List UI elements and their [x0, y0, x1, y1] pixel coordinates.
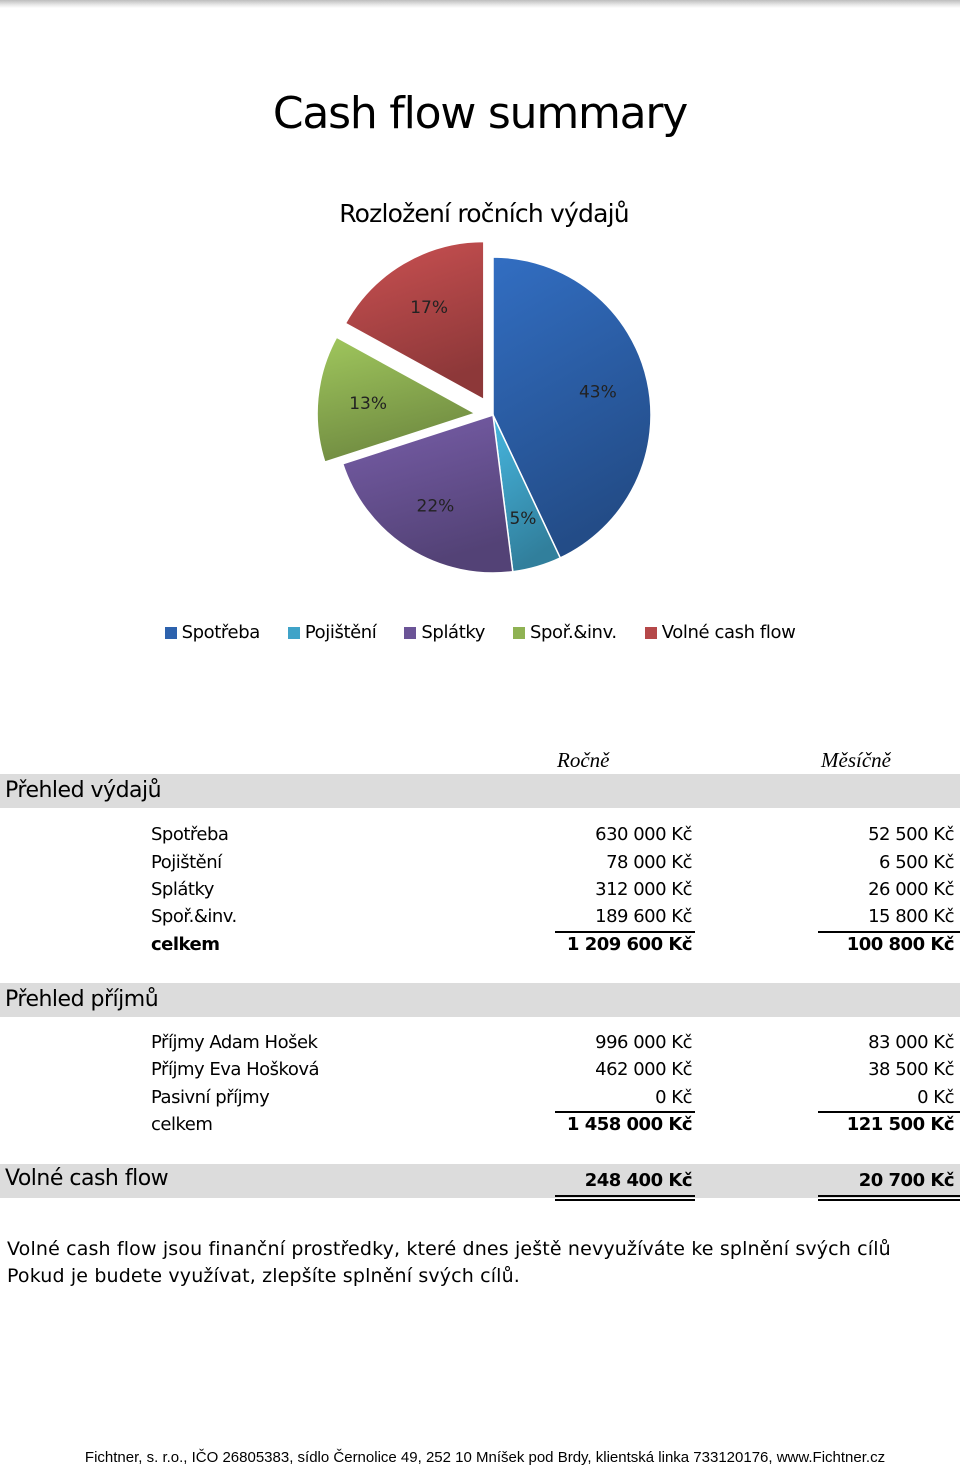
total-row: celkem 1 209 600 Kč 100 800 Kč: [0, 934, 960, 960]
income-heading: Přehled příjmů: [5, 987, 159, 1012]
note-line-2: Pokud je budete využívat, zlepšíte splně…: [7, 1265, 520, 1287]
legend-label: Pojištění: [304, 622, 377, 643]
row-annual: 78 000 Kč: [606, 852, 692, 873]
total-label: celkem: [151, 934, 220, 955]
expenses-heading: Přehled výdajů: [5, 778, 162, 803]
legend-item-sporeni: Spoř.&inv.: [512, 622, 617, 643]
total-monthly: 100 800 Kč: [846, 934, 955, 955]
pie-slice-sporeni: [316, 336, 477, 464]
subtotal-rule-monthly: [818, 1111, 960, 1113]
table-row: Příjmy Adam Hošek 996 000 Kč 83 000 Kč: [0, 1032, 960, 1058]
row-label: Spoř.&inv.: [151, 906, 237, 927]
page-title: Cash flow summary: [272, 88, 689, 139]
row-label: Pojištění: [151, 852, 222, 873]
subtotal-rule-annual: [555, 1111, 695, 1113]
pie-slice-splatky: [341, 414, 514, 574]
column-header-annual: Ročně: [557, 748, 610, 772]
total-annual: 1 209 600 Kč: [566, 934, 693, 955]
row-monthly: 52 500 Kč: [868, 824, 954, 845]
legend-label: Spoř.&inv.: [529, 622, 617, 643]
row-annual: 462 000 Kč: [595, 1059, 692, 1080]
row-monthly: 15 800 Kč: [868, 906, 954, 927]
footer: Fichtner, s. r.o., IČO 26805383, sídlo Č…: [84, 1449, 886, 1466]
row-annual: 189 600 Kč: [595, 906, 692, 927]
total-label: celkem: [151, 1114, 213, 1135]
chart-legend: Spotřeba Pojištění Splátky Spoř.&inv. Vo…: [0, 622, 960, 643]
pie-slice-volne-cash-flow: [344, 240, 485, 401]
pie-label-spotreba: 43%: [579, 383, 617, 403]
row-annual: 996 000 Kč: [595, 1032, 692, 1053]
row-annual: 312 000 Kč: [595, 879, 692, 900]
legend-swatch-volne-cash-flow: [644, 626, 657, 639]
top-border: [0, 0, 960, 8]
legend-swatch-pojisteni: [287, 626, 300, 639]
note-line-1: Volné cash flow jsou finanční prostředky…: [7, 1238, 891, 1260]
row-label: Pasivní příjmy: [151, 1087, 270, 1108]
free-cash-flow-band: [0, 1164, 960, 1198]
legend-label: Spotřeba: [181, 622, 261, 643]
expenses-band: [0, 774, 960, 808]
total-annual: 1 458 000 Kč: [566, 1114, 693, 1135]
row-monthly: 26 000 Kč: [868, 879, 954, 900]
row-label: Spotřeba: [151, 824, 229, 845]
double-rule-monthly: [818, 1195, 960, 1201]
row-label: Příjmy Eva Hošková: [151, 1059, 320, 1080]
free-cash-flow-row: 248 400 Kč 20 700 Kč: [0, 1170, 960, 1196]
table-row: Pasivní příjmy 0 Kč 0 Kč: [0, 1087, 960, 1113]
pie-label-pojisteni: 5%: [509, 509, 536, 529]
row-monthly: 0 Kč: [917, 1087, 954, 1108]
pie-label-sporeni: 13%: [349, 394, 387, 414]
pie-label-volne-cash-flow: 17%: [410, 298, 448, 318]
legend-label: Splátky: [421, 622, 485, 643]
legend-swatch-sporeni: [512, 626, 525, 639]
table-row: Spoř.&inv. 189 600 Kč 15 800 Kč: [0, 906, 960, 932]
legend-item-splatky: Splátky: [404, 622, 485, 643]
subtotal-rule-annual: [555, 931, 695, 933]
legend-swatch-splatky: [404, 626, 417, 639]
column-header-monthly: Měsíčně: [821, 748, 891, 772]
subtotal-rule-monthly: [818, 931, 960, 933]
expense-pie-chart: 43% 5% 22% 13% 17%: [316, 240, 652, 574]
free-cash-flow-heading: Volné cash flow: [5, 1166, 169, 1191]
row-monthly: 83 000 Kč: [868, 1032, 954, 1053]
row-label: Splátky: [151, 879, 214, 900]
chart-title: Rozložení ročních výdajů: [339, 199, 629, 228]
table-row: Příjmy Eva Hošková 462 000 Kč 38 500 Kč: [0, 1059, 960, 1085]
total-monthly: 121 500 Kč: [846, 1114, 955, 1135]
row-label: Příjmy Adam Hošek: [151, 1032, 318, 1053]
legend-item-spotreba: Spotřeba: [164, 622, 261, 643]
free-cash-flow-monthly: 20 700 Kč: [858, 1170, 955, 1191]
row-monthly: 6 500 Kč: [879, 852, 954, 873]
legend-label: Volné cash flow: [661, 622, 796, 643]
row-monthly: 38 500 Kč: [868, 1059, 954, 1080]
income-band: [0, 983, 960, 1017]
row-annual: 630 000 Kč: [595, 824, 692, 845]
legend-item-volne-cash-flow: Volné cash flow: [644, 622, 796, 643]
pie-label-splatky: 22%: [417, 497, 455, 517]
free-cash-flow-annual: 248 400 Kč: [584, 1170, 693, 1191]
row-annual: 0 Kč: [655, 1087, 692, 1108]
total-row: celkem 1 458 000 Kč 121 500 Kč: [0, 1114, 960, 1140]
table-row: Spotřeba 630 000 Kč 52 500 Kč: [0, 824, 960, 850]
legend-item-pojisteni: Pojištění: [287, 622, 377, 643]
table-row: Splátky 312 000 Kč 26 000 Kč: [0, 879, 960, 905]
pie-slice-spotreba: [492, 256, 652, 559]
double-rule-annual: [555, 1195, 695, 1201]
table-row: Pojištění 78 000 Kč 6 500 Kč: [0, 852, 960, 878]
legend-swatch-spotreba: [164, 626, 177, 639]
